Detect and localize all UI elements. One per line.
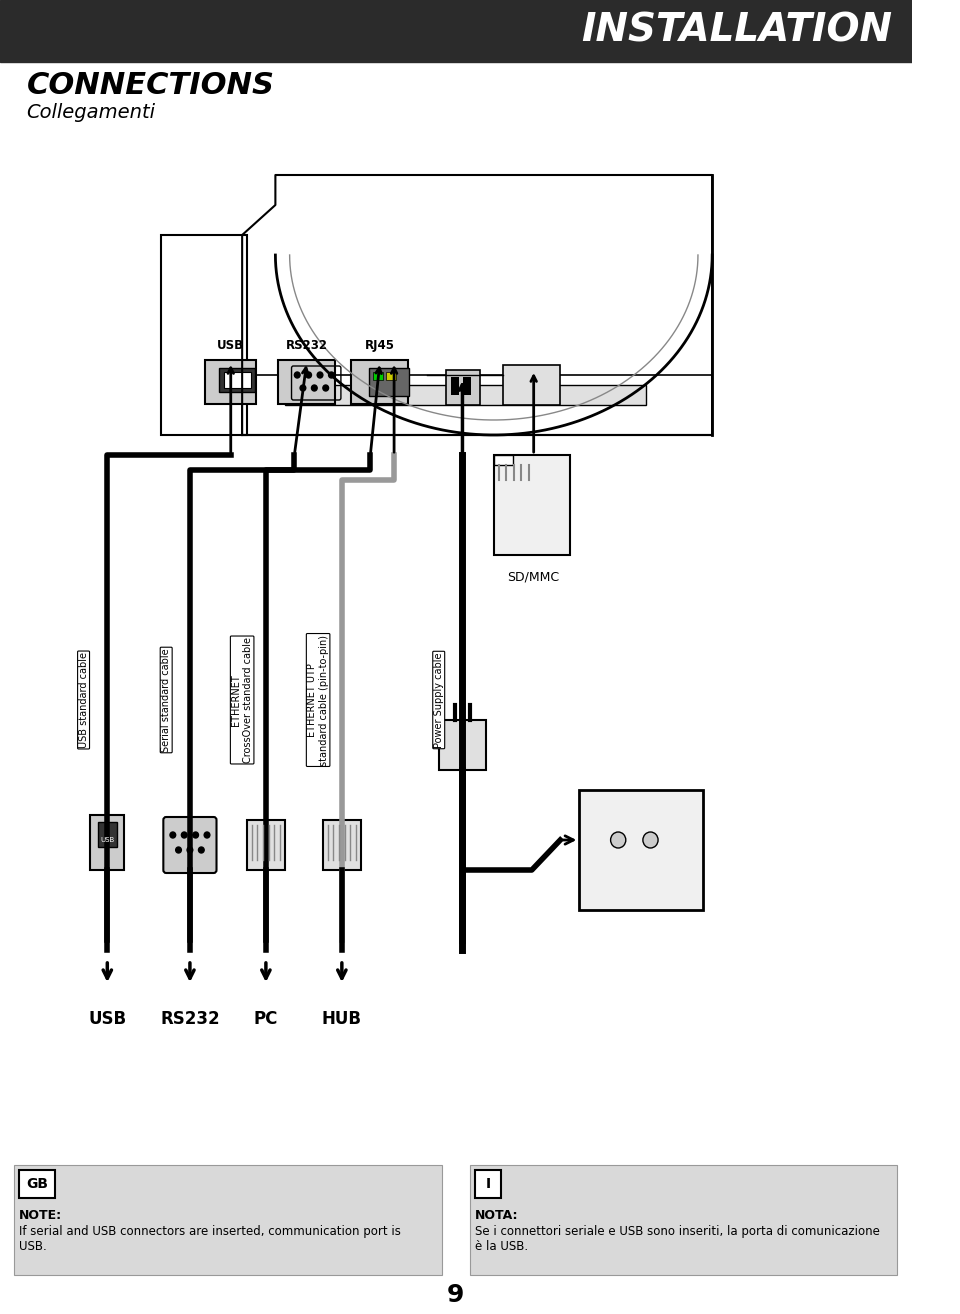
Circle shape [323,385,328,392]
Circle shape [204,832,210,838]
Bar [219,368,255,392]
Polygon shape [493,455,513,465]
Bar [242,374,712,435]
Bar [224,372,251,388]
Circle shape [181,832,187,838]
Circle shape [187,848,193,853]
Circle shape [170,832,176,838]
Circle shape [311,385,317,392]
Text: Collegamenti: Collegamenti [27,102,156,121]
Bar [579,790,703,911]
Bar [19,1169,55,1198]
Text: SD/MMC: SD/MMC [508,570,560,583]
Text: RS232: RS232 [160,1010,220,1028]
Bar [90,815,125,870]
Text: USB: USB [88,1010,127,1028]
Circle shape [611,832,626,848]
Bar [323,820,361,870]
Bar [470,1166,898,1275]
Bar [446,371,480,405]
Bar [373,372,383,380]
Text: ETHERNET UTP
standard cable (pin-to-pin): ETHERNET UTP standard cable (pin-to-pin) [307,635,329,766]
Circle shape [193,832,199,838]
Circle shape [300,385,306,392]
Bar [503,365,561,405]
Bar [247,820,285,870]
Text: Serial standard cable: Serial standard cable [161,648,171,752]
Text: NOTA:: NOTA: [475,1209,518,1222]
Bar [351,360,408,403]
Circle shape [306,372,311,378]
Bar [475,1169,501,1198]
Bar [161,235,247,435]
Bar [439,720,486,770]
Text: If serial and USB connectors are inserted, communication port is
USB.: If serial and USB connectors are inserte… [19,1225,401,1254]
Circle shape [176,848,181,853]
Circle shape [199,848,204,853]
Bar [387,372,396,380]
Bar [0,0,912,62]
Text: RS232: RS232 [286,339,327,352]
Circle shape [295,372,300,378]
Text: INSTALLATION: INSTALLATION [582,12,893,50]
Bar [464,377,471,396]
Bar [14,1166,442,1275]
Bar [493,455,570,555]
FancyBboxPatch shape [163,817,217,872]
Text: HUB: HUB [322,1010,362,1028]
Bar [370,368,409,396]
Text: Se i connettori seriale e USB sono inseriti, la porta di comunicazione
è la USB.: Se i connettori seriale e USB sono inser… [475,1225,879,1254]
Circle shape [328,372,334,378]
Text: USB standard cable: USB standard cable [79,652,88,748]
Text: Power Supply cable: Power Supply cable [434,652,444,748]
Text: USB: USB [100,837,114,844]
Bar [278,360,335,403]
Bar [285,385,646,405]
Text: GB: GB [26,1177,48,1190]
Bar [98,823,117,848]
Text: USB: USB [217,339,244,352]
Bar [451,377,459,396]
Text: RJ45: RJ45 [365,339,395,352]
Circle shape [317,372,323,378]
Text: ETHERNET
CrossOver standard cable: ETHERNET CrossOver standard cable [231,637,252,763]
Text: CONNECTIONS: CONNECTIONS [27,71,275,100]
Bar [205,360,256,403]
Circle shape [643,832,658,848]
Text: PC: PC [253,1010,278,1028]
Text: 9: 9 [447,1282,465,1307]
Text: I: I [486,1177,491,1190]
Text: NOTE:: NOTE: [19,1209,62,1222]
